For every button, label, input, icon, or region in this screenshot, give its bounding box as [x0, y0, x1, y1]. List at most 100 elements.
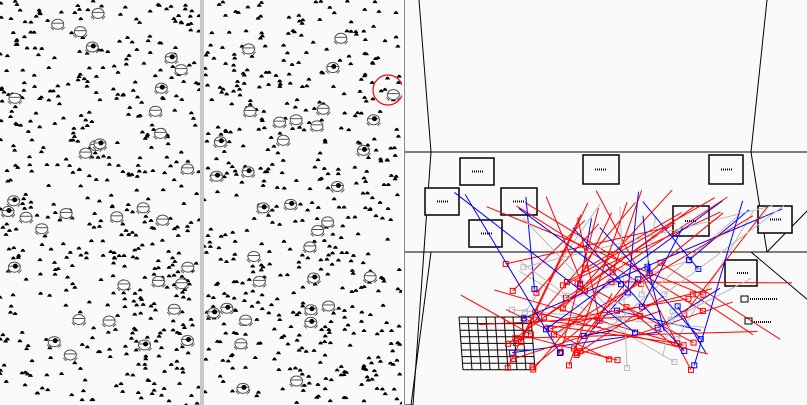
food-dot — [371, 24, 377, 28]
food-dot — [177, 381, 183, 385]
food-dot — [93, 177, 99, 181]
agent-icon — [206, 307, 221, 320]
food-dot — [299, 21, 305, 25]
food-dot — [384, 321, 390, 325]
network-link — [571, 260, 689, 300]
panel-divider[interactable] — [200, 0, 204, 405]
world-view-right[interactable] — [204, 0, 402, 405]
food-dot — [296, 260, 302, 264]
food-dot — [142, 362, 148, 366]
food-dot — [269, 162, 275, 166]
food-dot — [29, 138, 35, 142]
food-dot — [305, 256, 311, 260]
food-dot — [375, 289, 381, 293]
food-dot — [298, 33, 304, 37]
food-dot — [221, 291, 227, 295]
food-dot — [56, 102, 62, 106]
food-dot — [147, 50, 153, 54]
food-dot — [317, 360, 323, 364]
food-dot — [225, 294, 231, 298]
food-dot — [267, 262, 273, 266]
food-dot — [237, 87, 243, 91]
food-dot — [59, 371, 65, 375]
food-dot — [60, 242, 66, 246]
food-dot — [309, 201, 315, 205]
food-dot — [144, 335, 150, 339]
food-dot — [322, 325, 328, 329]
food-dot — [213, 157, 219, 161]
food-dot — [122, 305, 128, 309]
food-dot — [84, 123, 90, 127]
food-dot — [188, 317, 194, 321]
network-node — [700, 291, 707, 298]
food-dot — [217, 374, 223, 378]
food-dot — [290, 127, 296, 131]
food-dot — [10, 31, 16, 35]
network-node — [543, 326, 550, 333]
food-dot — [161, 328, 167, 332]
food-dot — [262, 170, 268, 174]
food-dot — [6, 247, 12, 251]
network-node — [638, 291, 645, 298]
food-dot — [205, 83, 211, 87]
agent-marker — [289, 200, 295, 206]
food-dot — [303, 50, 309, 54]
food-dot — [397, 342, 402, 346]
food-dot — [36, 8, 42, 12]
food-dot — [223, 260, 229, 264]
network-node — [674, 303, 681, 310]
food-dot — [28, 205, 34, 209]
food-dot — [186, 297, 192, 301]
food-dot — [78, 113, 84, 117]
food-dot — [249, 54, 255, 58]
world-canvas-left[interactable] — [0, 0, 200, 405]
agent-marker — [372, 116, 378, 122]
food-dot — [133, 339, 139, 343]
agent-legs — [173, 72, 189, 76]
network-node — [505, 340, 512, 347]
food-dot — [378, 275, 384, 279]
food-dot — [245, 5, 251, 9]
food-dot — [232, 56, 238, 60]
food-dot — [129, 40, 135, 44]
food-dot — [111, 255, 117, 259]
food-dot — [254, 317, 260, 321]
food-dot — [25, 344, 31, 348]
food-dot — [113, 384, 119, 388]
food-dot — [229, 353, 235, 357]
food-dot — [391, 387, 397, 391]
food-dot — [227, 130, 233, 134]
food-dot — [355, 232, 361, 236]
food-dot — [142, 366, 148, 370]
food-dot — [318, 0, 324, 3]
agent-marker — [185, 337, 191, 343]
network-canvas[interactable] — [405, 0, 807, 405]
food-dot — [172, 259, 178, 263]
food-dot — [231, 296, 237, 300]
food-dot — [194, 401, 200, 405]
agent-icon — [174, 278, 189, 291]
agent-icon — [135, 202, 151, 215]
agent-marker — [169, 54, 175, 60]
agent-icon — [320, 216, 335, 229]
food-dot — [78, 184, 84, 188]
world-view-left[interactable] — [0, 0, 200, 405]
food-dot — [332, 245, 338, 249]
network-link — [619, 206, 628, 369]
food-dot — [63, 157, 69, 161]
food-dot — [26, 155, 32, 159]
food-dot — [331, 11, 337, 15]
food-dot — [389, 328, 395, 332]
food-dot — [221, 149, 227, 153]
network-3d-view[interactable] — [404, 0, 807, 405]
network-node — [661, 291, 668, 298]
agent-icon — [153, 127, 168, 140]
food-dot — [296, 348, 302, 352]
agent-body — [181, 261, 195, 273]
food-dot — [139, 130, 145, 134]
food-dot — [32, 84, 38, 88]
agent-marker — [6, 208, 12, 214]
food-dot — [341, 372, 347, 376]
food-dot — [75, 3, 81, 7]
world-canvas-right[interactable] — [204, 0, 402, 405]
